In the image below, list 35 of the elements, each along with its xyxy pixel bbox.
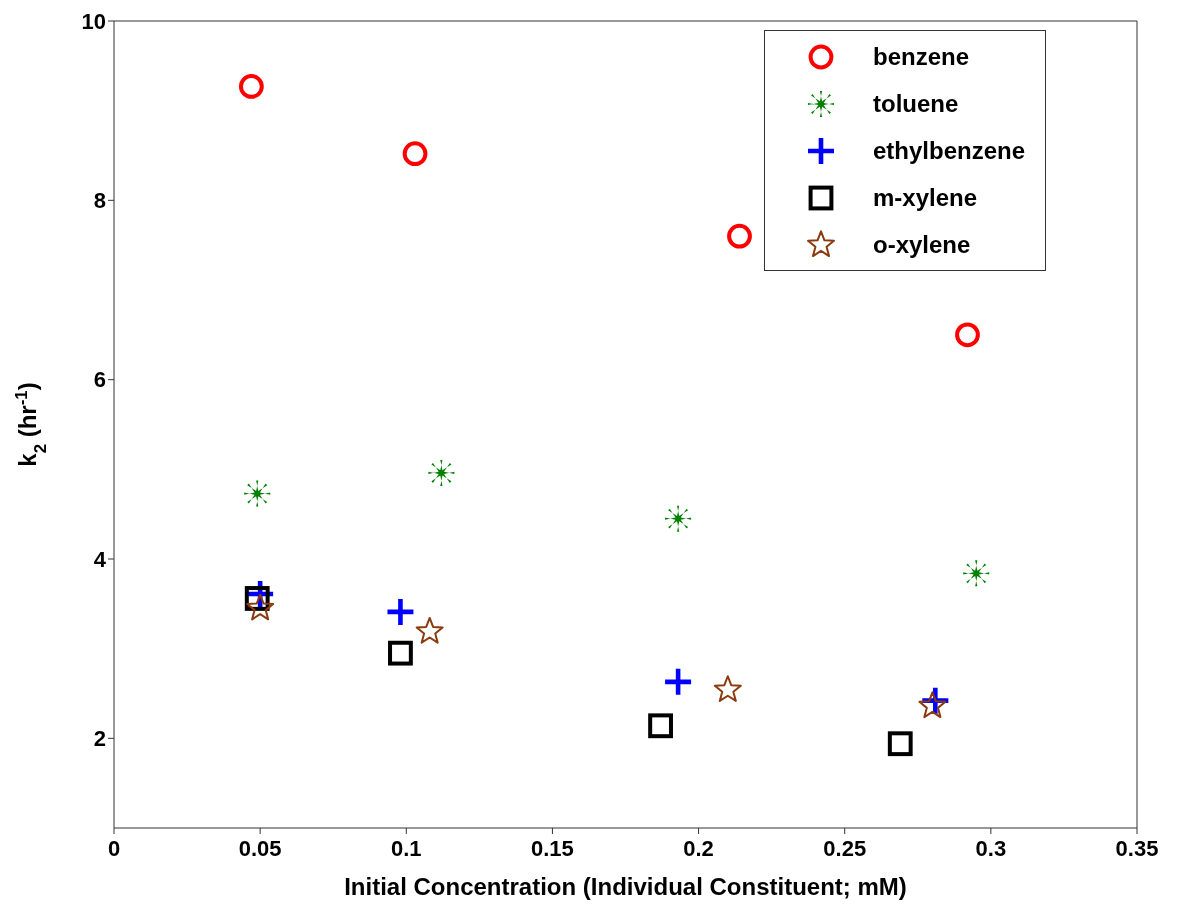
y-tick-label: 6 (93, 367, 106, 393)
point (387, 598, 414, 625)
point (388, 640, 413, 666)
legend-label: o-xylene (873, 230, 971, 259)
x-tick-label: 0.1 (390, 835, 422, 861)
legend-label: benzene (873, 42, 970, 71)
legend-label: toluene (873, 89, 959, 118)
legend-label: ethylbenzene (873, 136, 1026, 165)
point (713, 675, 742, 702)
point (246, 593, 275, 621)
y-tick-label: 8 (93, 188, 106, 214)
x-tick-label: 0 (107, 835, 121, 861)
x-tick-label: 0.35 (1115, 835, 1159, 861)
x-tick-label: 0.3 (975, 835, 1007, 861)
legend-label: m-xylene (873, 183, 978, 212)
x-tick-label: 0.2 (683, 835, 714, 861)
point (727, 223, 752, 249)
y-tick-label: 2 (93, 726, 106, 752)
y-tick-label: 10 (81, 8, 106, 34)
point (665, 505, 692, 532)
point (415, 616, 444, 644)
point (963, 560, 990, 587)
y-tick-label: 4 (93, 546, 107, 572)
x-tick-label: 0.05 (238, 835, 282, 861)
point (238, 74, 264, 99)
x-tick-label: 0.15 (531, 835, 574, 861)
point (887, 731, 913, 757)
point (244, 480, 271, 507)
point (402, 141, 428, 167)
point (918, 691, 947, 719)
point (955, 322, 980, 348)
point (428, 459, 455, 486)
x-axis-title: Initial Concentration (Individual Constituent; mM) (344, 873, 907, 900)
point (648, 713, 673, 739)
x-tick-label: 0.25 (823, 835, 867, 861)
